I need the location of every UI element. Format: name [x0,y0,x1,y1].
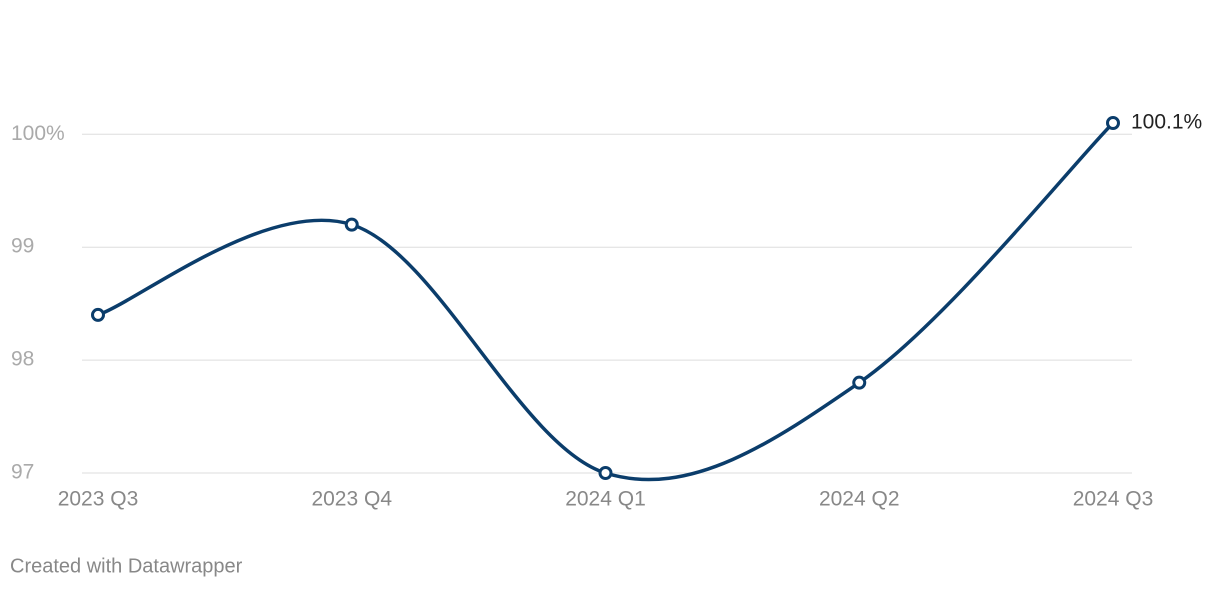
y-tick-label: 99 [11,235,34,258]
credit: Created with Datawrapper [10,555,243,577]
x-tick-label: 2023 Q4 [311,488,392,511]
x-tick-label: 2024 Q1 [565,488,646,511]
y-tick-label: 97 [11,461,34,484]
point [852,375,867,390]
value-label: 100.1% [1131,111,1202,134]
line [97,121,1115,482]
x-tick-label: 2024 Q3 [1073,488,1154,511]
point [344,217,359,232]
point [598,466,613,480]
x-tick-label: 2023 Q3 [58,488,139,511]
point [1106,116,1120,130]
point [91,307,105,322]
x-tick-label: 2024 Q2 [819,488,900,511]
y-tick-label: 98 [11,348,34,371]
y-tick-label: 100% [11,122,65,145]
